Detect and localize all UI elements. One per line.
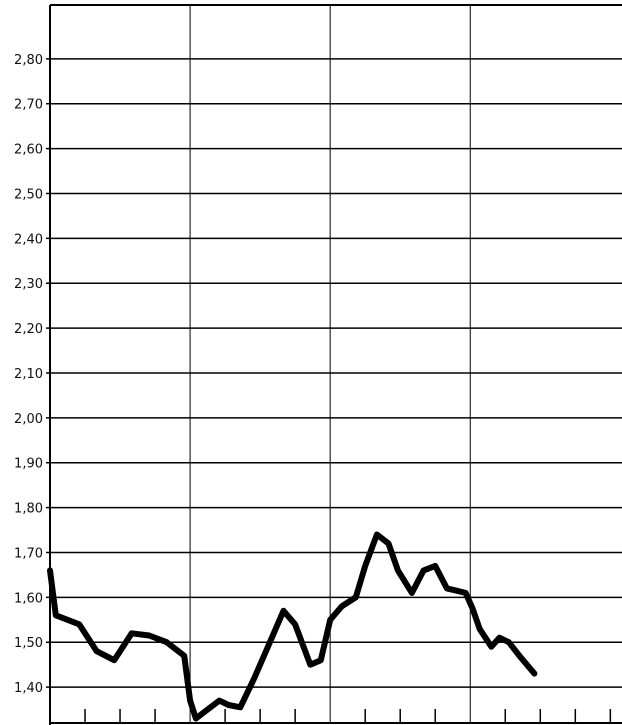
y-tick-label: 2,40 [14,232,43,247]
y-tick-label: 1,80 [14,502,43,517]
y-tick-label: 2,20 [14,322,43,337]
y-tick-label: 1,50 [14,636,43,651]
y-tick-label: 2,70 [14,98,43,113]
horizontal-gridlines [46,58,622,688]
y-tick-label: 1,60 [14,591,43,606]
series-line [47,531,538,722]
y-tick-label: 1,40 [14,681,43,696]
y-tick-label: 2,80 [14,53,43,68]
y-tick-label: 2,60 [14,143,43,158]
y-tick-labels: 2,80 2,70 2,60 2,50 2,40 2,30 2,20 2,10 2,00 1,90… [14,53,43,696]
y-tick-label: 2,30 [14,277,43,292]
x-minor-ticks [84,709,612,723]
y-tick-label: 1,70 [14,546,43,561]
y-tick-label: 2,50 [14,187,43,202]
y-tick-label: 2,00 [14,412,43,427]
y-tick-label: 2,10 [14,367,43,382]
y-tick-label: 1,90 [14,457,43,472]
